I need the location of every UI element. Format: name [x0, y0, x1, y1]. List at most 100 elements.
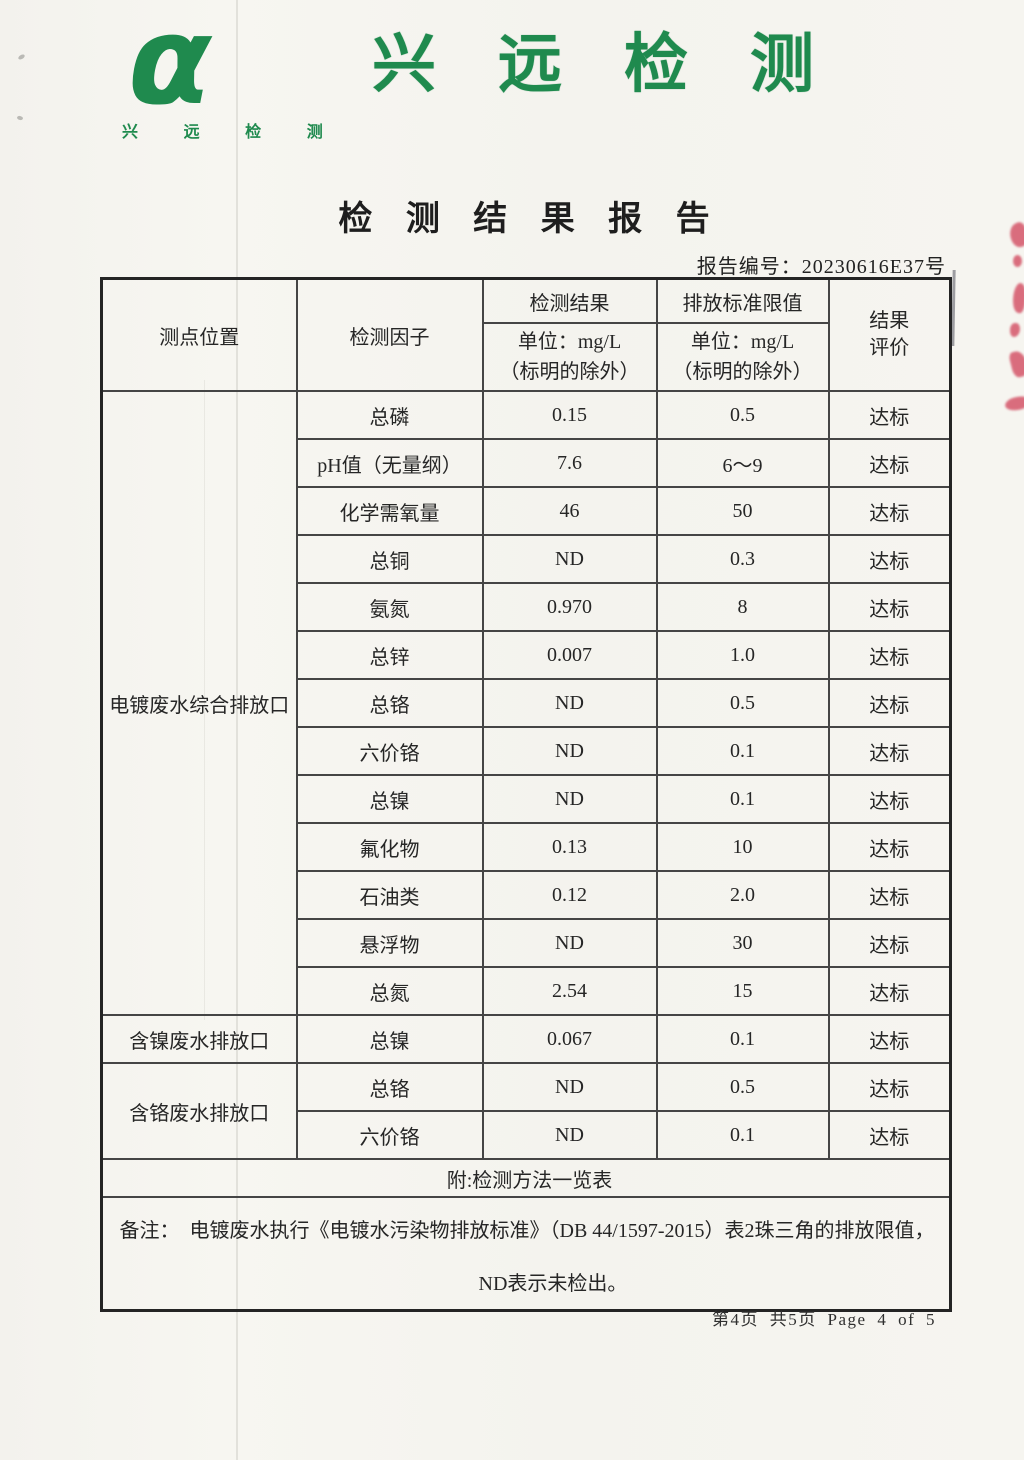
- stamp-ink-blob: [1013, 255, 1022, 267]
- table-row: 石油类 0.12 2.0 达标: [102, 870, 952, 920]
- result-cell: 0.15: [481, 390, 658, 440]
- limit-cell: 8: [655, 582, 830, 632]
- result-cell: 2.54: [481, 966, 658, 1016]
- header-result-unit: 单位：mg/L （标明的除外）: [481, 322, 658, 392]
- verdict-cell: 达标: [827, 438, 952, 488]
- remark-text-2: ND表示未检出。: [478, 1273, 628, 1295]
- scan-speck: [16, 115, 24, 121]
- factor-cell: 氨氮: [295, 582, 484, 632]
- result-cell: 7.6: [481, 438, 658, 488]
- verdict-cell: 达标: [827, 534, 952, 584]
- limit-cell: 50: [655, 486, 830, 536]
- limit-cell: 0.3: [655, 534, 830, 584]
- factor-cell: 总铜: [295, 534, 484, 584]
- attachment-note: 附:检测方法一览表: [100, 1158, 952, 1198]
- result-cell: ND: [481, 534, 658, 584]
- stamp-ink-blob: [1004, 395, 1024, 412]
- limit-cell: 30: [655, 918, 830, 968]
- limit-cell: 0.1: [655, 1110, 830, 1160]
- table-row: 总铬 ND 0.5 达标: [102, 678, 952, 728]
- limit-cell: 0.1: [655, 774, 830, 824]
- header-verdict: 结果 评价: [827, 277, 952, 392]
- stamp-ink-blob: [1010, 323, 1020, 337]
- result-cell: 0.007: [481, 630, 658, 680]
- table-row: 总铜 ND 0.3 达标: [102, 534, 952, 584]
- factor-cell: 氟化物: [295, 822, 484, 872]
- result-cell: 0.067: [481, 1014, 658, 1064]
- remark-label: 备注：: [119, 1220, 180, 1242]
- logo-caption: 兴 远 检 测: [122, 122, 343, 141]
- table-row: 六价铬 ND 0.1 达标: [102, 1110, 952, 1160]
- verdict-cell: 达标: [827, 1110, 952, 1160]
- page-number: 第4页 共5页 Page 4 of 5: [712, 1310, 936, 1329]
- factor-cell: 总氮: [295, 966, 484, 1016]
- verdict-cell: 达标: [827, 870, 952, 920]
- factor-cell: 六价铬: [295, 726, 484, 776]
- verdict-cell: 达标: [827, 678, 952, 728]
- unit-line2: （标明的除外）: [499, 361, 640, 383]
- brand-title: 兴远检测: [372, 29, 876, 100]
- table-row: 总氮 2.54 15 达标: [102, 966, 952, 1016]
- scan-speck: [17, 53, 26, 61]
- table-row: 含铬废水排放口 总铬 ND 0.5 达标: [100, 1062, 952, 1160]
- verdict-cell: 达标: [827, 726, 952, 776]
- limit-cell: 0.1: [655, 1014, 830, 1064]
- table-row: 含镍废水排放口 总镍 0.067 0.1 达标: [100, 1014, 952, 1064]
- document-title: 检 测 结 果 报 告: [338, 200, 722, 238]
- limit-cell: 0.1: [655, 726, 830, 776]
- result-cell: 0.13: [481, 822, 658, 872]
- location-cell: 含铬废水排放口: [100, 1062, 298, 1160]
- result-cell: 0.12: [481, 870, 658, 920]
- report-number: 报告编号：20230616E37号: [696, 256, 946, 278]
- factor-cell: pH值（无量纲）: [295, 438, 484, 488]
- result-cell: ND: [481, 678, 658, 728]
- verdict-cell: 达标: [827, 582, 952, 632]
- header-factor: 检测因子: [295, 277, 484, 392]
- header-result: 检测结果: [481, 277, 658, 324]
- factor-cell: 总铬: [295, 1062, 484, 1112]
- table-row: 悬浮物 ND 30 达标: [102, 918, 952, 968]
- result-cell: ND: [481, 1062, 658, 1112]
- result-cell: ND: [481, 918, 658, 968]
- attachment-row: 附:检测方法一览表: [100, 1158, 952, 1198]
- limit-cell: 0.5: [655, 390, 830, 440]
- limit-cell: 15: [655, 966, 830, 1016]
- limit-cell: 0.5: [655, 678, 830, 728]
- header-verdict-line2: 评价: [869, 337, 910, 359]
- unit-line1: 单位：mg/L: [690, 331, 795, 353]
- table-row: 总锌 0.007 1.0 达标: [102, 630, 952, 680]
- table-row: pH值（无量纲） 7.6 6～9 达标: [102, 438, 952, 488]
- verdict-cell: 达标: [827, 1014, 952, 1064]
- unit-line1: 单位：mg/L: [517, 331, 622, 353]
- table-row: 氨氮 0.970 8 达标: [102, 582, 952, 632]
- header-verdict-line1: 结果: [869, 310, 910, 332]
- limit-cell: 2.0: [655, 870, 830, 920]
- result-cell: ND: [481, 1110, 658, 1160]
- verdict-cell: 达标: [827, 822, 952, 872]
- factor-cell: 总镍: [295, 1014, 484, 1064]
- table-row: 氟化物 0.13 10 达标: [102, 822, 952, 872]
- table-row: 化学需氧量 46 50 达标: [102, 486, 952, 536]
- location-cell: 电镀废水综合排放口: [100, 390, 298, 1016]
- factor-cell: 六价铬: [295, 1110, 484, 1160]
- factor-cell: 悬浮物: [295, 918, 484, 968]
- factor-cell: 总铬: [295, 678, 484, 728]
- result-cell: 0.970: [481, 582, 658, 632]
- table-row: 总镍 ND 0.1 达标: [102, 774, 952, 824]
- factor-cell: 总镍: [295, 774, 484, 824]
- factor-cell: 石油类: [295, 870, 484, 920]
- stamp-ink-blob: [1010, 282, 1024, 314]
- stamp-fragment: [996, 215, 1024, 435]
- verdict-cell: 达标: [827, 1062, 952, 1112]
- verdict-cell: 达标: [827, 486, 952, 536]
- result-cell: 46: [481, 486, 658, 536]
- unit-line2: （标明的除外）: [672, 361, 813, 383]
- limit-cell: 1.0: [655, 630, 830, 680]
- verdict-cell: 达标: [827, 630, 952, 680]
- header-limit-unit: 单位：mg/L （标明的除外）: [655, 322, 830, 392]
- limit-cell: 0.5: [655, 1062, 830, 1112]
- results-table: 测点位置 检测因子 检测结果 排放标准限值 结果 评价 单位：mg/L （标明的…: [100, 277, 952, 1312]
- stamp-ink-blob: [1008, 349, 1024, 379]
- stamp-ink-blob: [1005, 220, 1024, 250]
- remark-row: 备注： 电镀废水执行《电镀水污染物排放标准》（DB 44/1597-2015）表2…: [100, 1196, 952, 1312]
